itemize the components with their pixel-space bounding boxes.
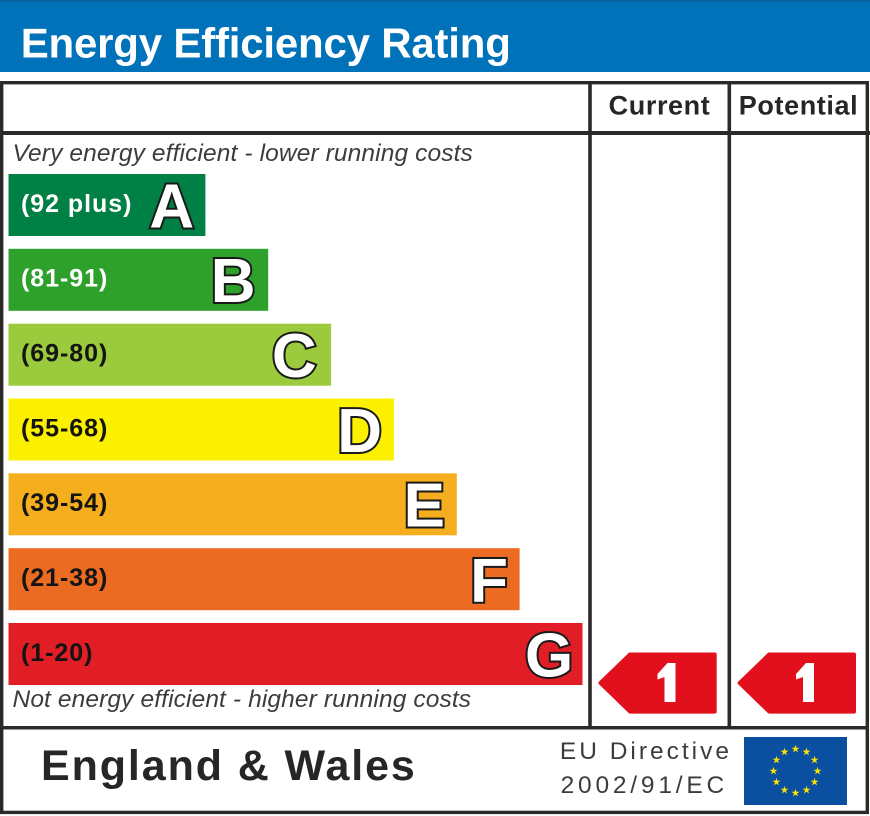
svg-text:(39-54): (39-54) xyxy=(21,489,108,517)
svg-text:2002/91/EC: 2002/91/EC xyxy=(561,772,728,799)
svg-text:(92 plus): (92 plus) xyxy=(21,190,132,218)
svg-text:B: B xyxy=(211,247,256,316)
svg-text:(81-91): (81-91) xyxy=(21,265,108,293)
svg-text:England & Wales: England & Wales xyxy=(41,742,417,790)
svg-text:G: G xyxy=(525,621,573,690)
svg-text:EU Directive: EU Directive xyxy=(560,738,732,765)
svg-text:Current: Current xyxy=(609,91,711,121)
svg-text:E: E xyxy=(404,472,445,541)
svg-text:(1-20): (1-20) xyxy=(21,639,93,667)
svg-text:C: C xyxy=(272,322,317,391)
svg-text:(55-68): (55-68) xyxy=(21,414,108,442)
svg-text:Energy Efficiency Rating: Energy Efficiency Rating xyxy=(21,20,511,67)
svg-text:A: A xyxy=(149,172,194,241)
svg-text:F: F xyxy=(470,547,508,616)
svg-text:Potential: Potential xyxy=(739,91,858,121)
svg-text:D: D xyxy=(337,397,382,466)
svg-text:Very energy efficient - lower: Very energy efficient - lower running co… xyxy=(13,140,473,167)
svg-text:Not energy efficient - higher: Not energy efficient - higher running co… xyxy=(13,686,472,713)
svg-text:(69-80): (69-80) xyxy=(21,340,108,368)
svg-text:(21-38): (21-38) xyxy=(21,564,108,592)
